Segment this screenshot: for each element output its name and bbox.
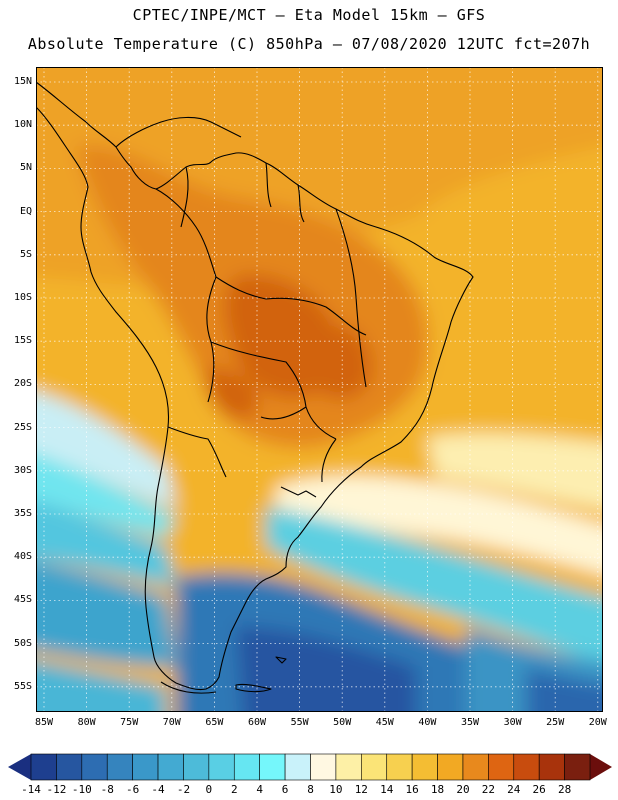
color-bar-swatch bbox=[56, 753, 83, 781]
lat-label: 15N bbox=[13, 76, 32, 87]
color-bar-label: 10 bbox=[329, 783, 343, 796]
lon-label: 80W bbox=[77, 717, 96, 728]
lat-label: 30S bbox=[13, 464, 32, 476]
color-bar-swatch bbox=[310, 753, 337, 781]
temperature-field bbox=[36, 67, 603, 712]
color-bar-label: -2 bbox=[176, 783, 191, 796]
color-bar-label: 14 bbox=[380, 783, 394, 796]
color-bar-swatch bbox=[488, 753, 515, 781]
color-bar-swatch bbox=[30, 753, 57, 781]
color-bar-swatch bbox=[259, 753, 286, 781]
lon-label: 20W bbox=[588, 717, 607, 728]
coastlines-and-borders bbox=[36, 81, 474, 694]
color-bar-label: 6 bbox=[281, 783, 289, 796]
lat-label: EQ bbox=[19, 205, 32, 217]
lon-label: 55W bbox=[290, 717, 309, 728]
lat-label: 45S bbox=[13, 594, 32, 606]
color-bar-label: -4 bbox=[151, 783, 165, 796]
color-bar-swatch bbox=[411, 753, 438, 781]
color-bar-swatch bbox=[335, 753, 362, 781]
color-bar-swatch bbox=[81, 753, 108, 781]
lat-label: 15S bbox=[13, 335, 32, 347]
lon-label: 30W bbox=[503, 717, 522, 728]
chart-subtitle: Absolute Temperature (C) 850hPa – 07/08/… bbox=[27, 35, 591, 53]
color-bar-label: 12 bbox=[354, 783, 368, 796]
color-bar-label: 8 bbox=[307, 783, 314, 796]
color-bar-label: 2 bbox=[230, 783, 238, 796]
color-bar-left-arrow bbox=[8, 754, 31, 780]
lat-label: 25S bbox=[13, 421, 32, 433]
lat-lon-grid bbox=[36, 67, 603, 712]
color-bar-swatch bbox=[284, 753, 311, 781]
color-bar bbox=[8, 753, 612, 781]
lon-label: 65W bbox=[205, 717, 224, 728]
lat-label: 20S bbox=[13, 378, 32, 390]
color-bar-label: -6 bbox=[126, 783, 140, 796]
lat-label: 10N bbox=[13, 119, 32, 131]
temperature-map bbox=[36, 67, 603, 712]
lon-label: 70W bbox=[162, 717, 181, 728]
color-bar-swatch bbox=[132, 753, 159, 781]
color-bar-label: 0 bbox=[205, 783, 213, 796]
color-bar-label: -14 bbox=[21, 783, 41, 796]
lon-label: 45W bbox=[375, 717, 394, 728]
color-bar-swatch bbox=[462, 753, 489, 781]
color-bar-swatch bbox=[538, 753, 565, 781]
color-bar-label: 24 bbox=[507, 783, 521, 796]
color-bar-swatch bbox=[183, 753, 210, 781]
lat-label: 5S bbox=[19, 248, 32, 260]
color-bar-label: -10 bbox=[71, 783, 92, 796]
lon-label: 35W bbox=[460, 717, 480, 728]
color-bar-label: 20 bbox=[456, 783, 470, 796]
color-bar-swatch bbox=[564, 753, 591, 781]
color-bar-label: 18 bbox=[430, 783, 445, 796]
chart-title: CPTEC/INPE/MCT – Eta Model 15km – GFS bbox=[132, 6, 486, 24]
lat-label: 10S bbox=[13, 292, 32, 303]
lon-label: 25W bbox=[546, 717, 565, 728]
color-bar-label: 16 bbox=[405, 783, 419, 796]
lat-label: 55S bbox=[13, 680, 32, 692]
color-bar-label: 28 bbox=[557, 783, 572, 796]
color-bar-swatch bbox=[437, 753, 464, 781]
lon-label: 85W bbox=[34, 717, 54, 728]
color-bar-label: -8 bbox=[100, 783, 114, 796]
color-bar-swatch bbox=[513, 753, 540, 781]
color-bar-label: -12 bbox=[46, 783, 67, 796]
color-bar-swatch bbox=[157, 753, 184, 781]
lon-label: 60W bbox=[247, 717, 267, 728]
lat-label: 35S bbox=[13, 508, 32, 519]
lat-label: 40S bbox=[13, 551, 32, 563]
lon-label: 50W bbox=[333, 717, 352, 728]
lon-label: 40W bbox=[418, 717, 437, 728]
color-bar-label: 4 bbox=[256, 783, 263, 796]
lat-label: 50S bbox=[13, 637, 32, 649]
color-bar-swatch bbox=[106, 753, 133, 781]
lon-label: 75W bbox=[120, 717, 139, 728]
color-bar-label: 26 bbox=[532, 783, 546, 796]
color-bar-swatch bbox=[386, 753, 413, 781]
color-bar-swatch bbox=[361, 753, 388, 781]
color-bar-right-arrow bbox=[590, 754, 612, 780]
color-bar-swatch bbox=[233, 753, 260, 781]
color-bar-swatch bbox=[208, 753, 235, 781]
color-bar-label: 22 bbox=[481, 783, 495, 796]
lat-label: 5N bbox=[19, 162, 32, 174]
